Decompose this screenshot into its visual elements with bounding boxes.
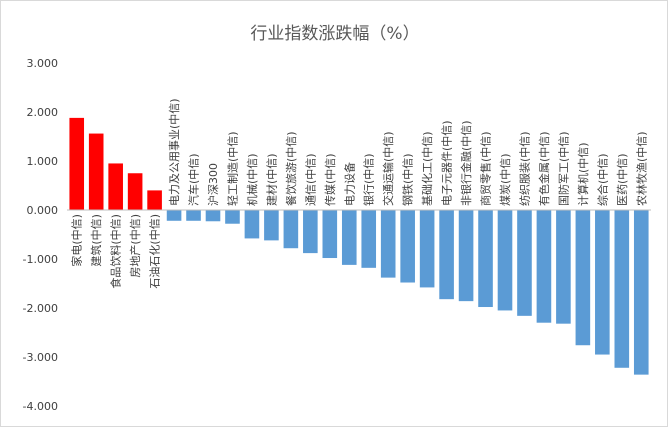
category-label: 通信(中信) [304,153,317,206]
category-label: 建材(中信) [264,153,278,206]
bar [244,210,260,239]
bar [341,210,357,265]
bar [633,210,649,375]
category-label: 综合(中信) [595,153,609,206]
category-label: 国防军工(中信) [556,131,570,206]
bar [186,210,201,221]
category-label: 沪深300 [206,163,220,206]
category-label: 房地产(中信) [128,214,142,278]
bar [380,210,396,278]
category-label: 纺织服装(中信) [517,131,531,206]
y-tick-label: -1.000 [23,253,58,266]
category-label: 医药(中信) [616,153,629,206]
bar [225,210,240,224]
bar [322,210,338,259]
category-label: 汽车(中信) [187,153,201,206]
bar [264,210,279,241]
y-tick-label: -4.000 [23,400,58,413]
bars [69,117,649,375]
bar [614,210,630,368]
category-label: 基础化工(中信) [420,131,434,206]
bar [69,117,85,210]
bar [88,133,104,210]
y-tick-label: 3.000 [27,57,59,70]
y-axis: 3.000 2.000 1.000 0.000 -1.000 -2.000 -3.000 -4… [23,57,58,413]
category-label: 家电(中信) [70,214,84,267]
category-label: 石油石化(中信) [148,214,162,289]
category-label: 计算机(中信) [576,142,590,206]
category-label: 电力设备 [342,162,356,206]
bar [478,210,493,308]
bar [205,210,221,222]
bar [419,210,435,288]
bar [127,173,143,210]
category-label: 轻工制造(中信) [225,131,239,206]
category-label: 电子元器件(中信) [441,120,454,206]
category-label: 机械(中信) [245,153,259,206]
bar [439,210,454,300]
category-label: 餐饮旅游(中信) [284,131,298,206]
category-label: 食品饮料(中信) [109,214,123,289]
category-label: 有色金属(中信) [537,131,551,206]
bar [303,210,318,254]
y-tick-label: -3.000 [23,351,58,364]
bar [361,210,377,268]
category-labels: 家电(中信) 建筑(中信) 食品饮料(中信) 房地产(中信) 石油石化(中信) 电力及公用… [70,98,649,288]
y-tick-label: -2.000 [23,302,58,315]
bar [595,210,610,355]
category-label: 非银行金融(中信) [459,120,473,206]
category-label: 钢铁(中信) [402,153,415,206]
chart-title: 行业指数涨跌幅（%） [250,24,419,44]
category-label: 银行(中信) [362,153,376,206]
y-tick-label: 0.000 [27,204,59,217]
bar [536,210,552,323]
bar [575,210,591,346]
bar [497,210,513,311]
category-label: 煤炭(中信) [499,153,512,206]
category-label: 电力及公用事业(中信) [168,98,181,206]
category-label: 传媒(中信) [324,153,337,206]
category-label: 交通运输(中信) [381,131,395,206]
bar [147,190,162,210]
bar [108,163,123,210]
category-label: 农林牧渔(中信) [634,131,648,206]
bar [517,210,532,316]
category-label: 建筑(中信) [89,214,103,267]
y-tick-label: 1.000 [27,155,59,168]
category-label: 商贸零售(中信) [479,131,493,206]
y-tick-label: 2.000 [27,106,59,119]
bar [556,210,571,324]
bar [283,210,299,249]
bar [166,210,182,221]
bar [400,210,415,283]
bar [458,210,474,302]
